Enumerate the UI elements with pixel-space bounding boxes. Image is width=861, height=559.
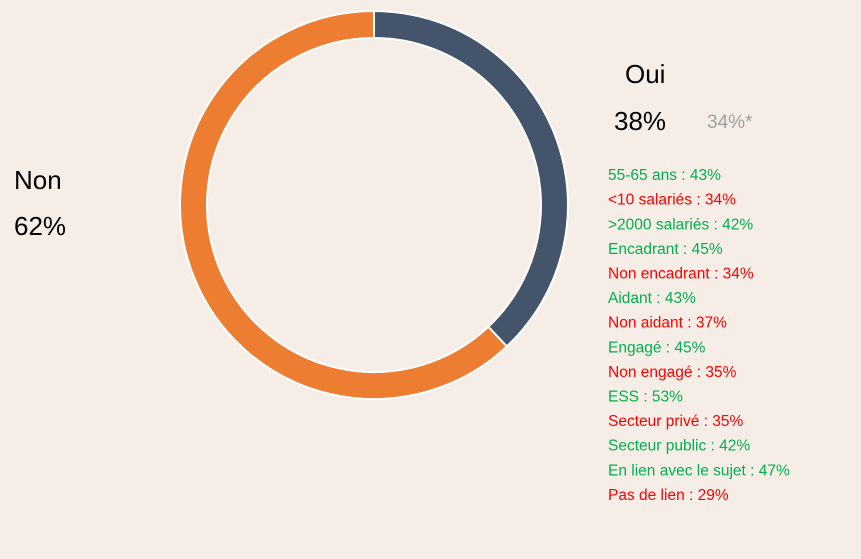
value-label: 62%	[14, 211, 66, 241]
breakdown-item: <10 salariés : 34%	[608, 192, 736, 209]
breakdown-item: Non engagé : 35%	[608, 364, 737, 381]
breakdown-item: Encadrant : 45%	[608, 241, 723, 258]
category-label: Non	[14, 165, 62, 195]
breakdown-item: En lien avec le sujet : 47%	[608, 462, 790, 479]
breakdown-item: Non aidant : 37%	[608, 315, 727, 332]
slice	[179, 9, 509, 400]
breakdown-item: Pas de lien : 29%	[608, 487, 729, 504]
breakdown-item: Secteur public : 42%	[608, 438, 750, 455]
breakdown-item: 55-65 ans : 43%	[608, 167, 721, 184]
breakdown-item: Non encadrant : 34%	[608, 265, 754, 282]
category-label: Oui	[625, 59, 665, 89]
breakdown-item: Engagé : 45%	[608, 339, 706, 356]
value-label: 38%	[614, 106, 666, 136]
annotation: 34%*	[707, 112, 753, 133]
breakdown-item: ESS : 53%	[608, 388, 683, 405]
breakdown-item: Aidant : 43%	[608, 290, 696, 307]
breakdown-item: Secteur privé : 35%	[608, 413, 743, 430]
breakdown-item: >2000 salariés : 42%	[608, 216, 753, 233]
